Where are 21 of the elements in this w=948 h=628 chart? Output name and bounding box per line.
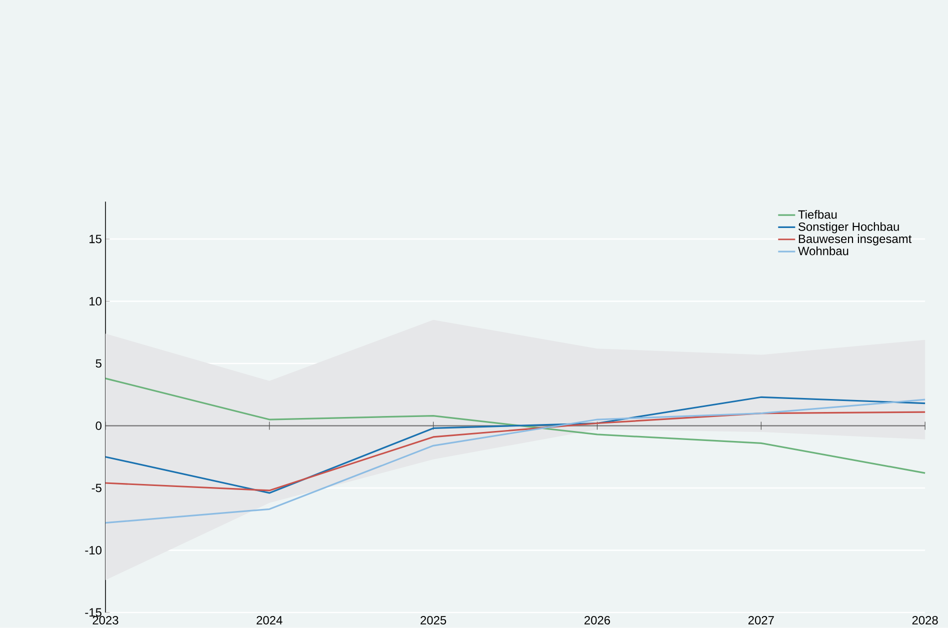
- legend-label: Tiefbau: [798, 210, 837, 219]
- x-tick-label: 2028: [912, 616, 938, 625]
- line-series: [104, 396, 926, 494]
- y-tick-label: 10: [90, 297, 102, 306]
- legend-label: Wohnbau: [798, 246, 848, 256]
- x-tick-label: 2027: [748, 616, 774, 625]
- x-tick-label: 2026: [584, 616, 610, 625]
- y-tick-label: -10: [85, 546, 102, 555]
- line-series: [104, 398, 926, 524]
- y-tick-label: 15: [90, 234, 102, 244]
- x-tick-label: 2025: [420, 616, 446, 625]
- y-tick-label: 5: [96, 359, 102, 368]
- legend-label: Bauwesen insgesamt: [798, 234, 912, 246]
- x-tick-label: 2024: [256, 616, 282, 625]
- x-tick-label: 2023: [92, 616, 118, 625]
- line-series: [104, 378, 926, 474]
- y-tick-label: 0: [96, 422, 102, 430]
- y-tick-label: -15: [85, 608, 102, 617]
- legend-label: Sonstiger Hochbau: [798, 222, 899, 234]
- line-series: [104, 411, 926, 492]
- y-tick-label: -5: [92, 484, 102, 492]
